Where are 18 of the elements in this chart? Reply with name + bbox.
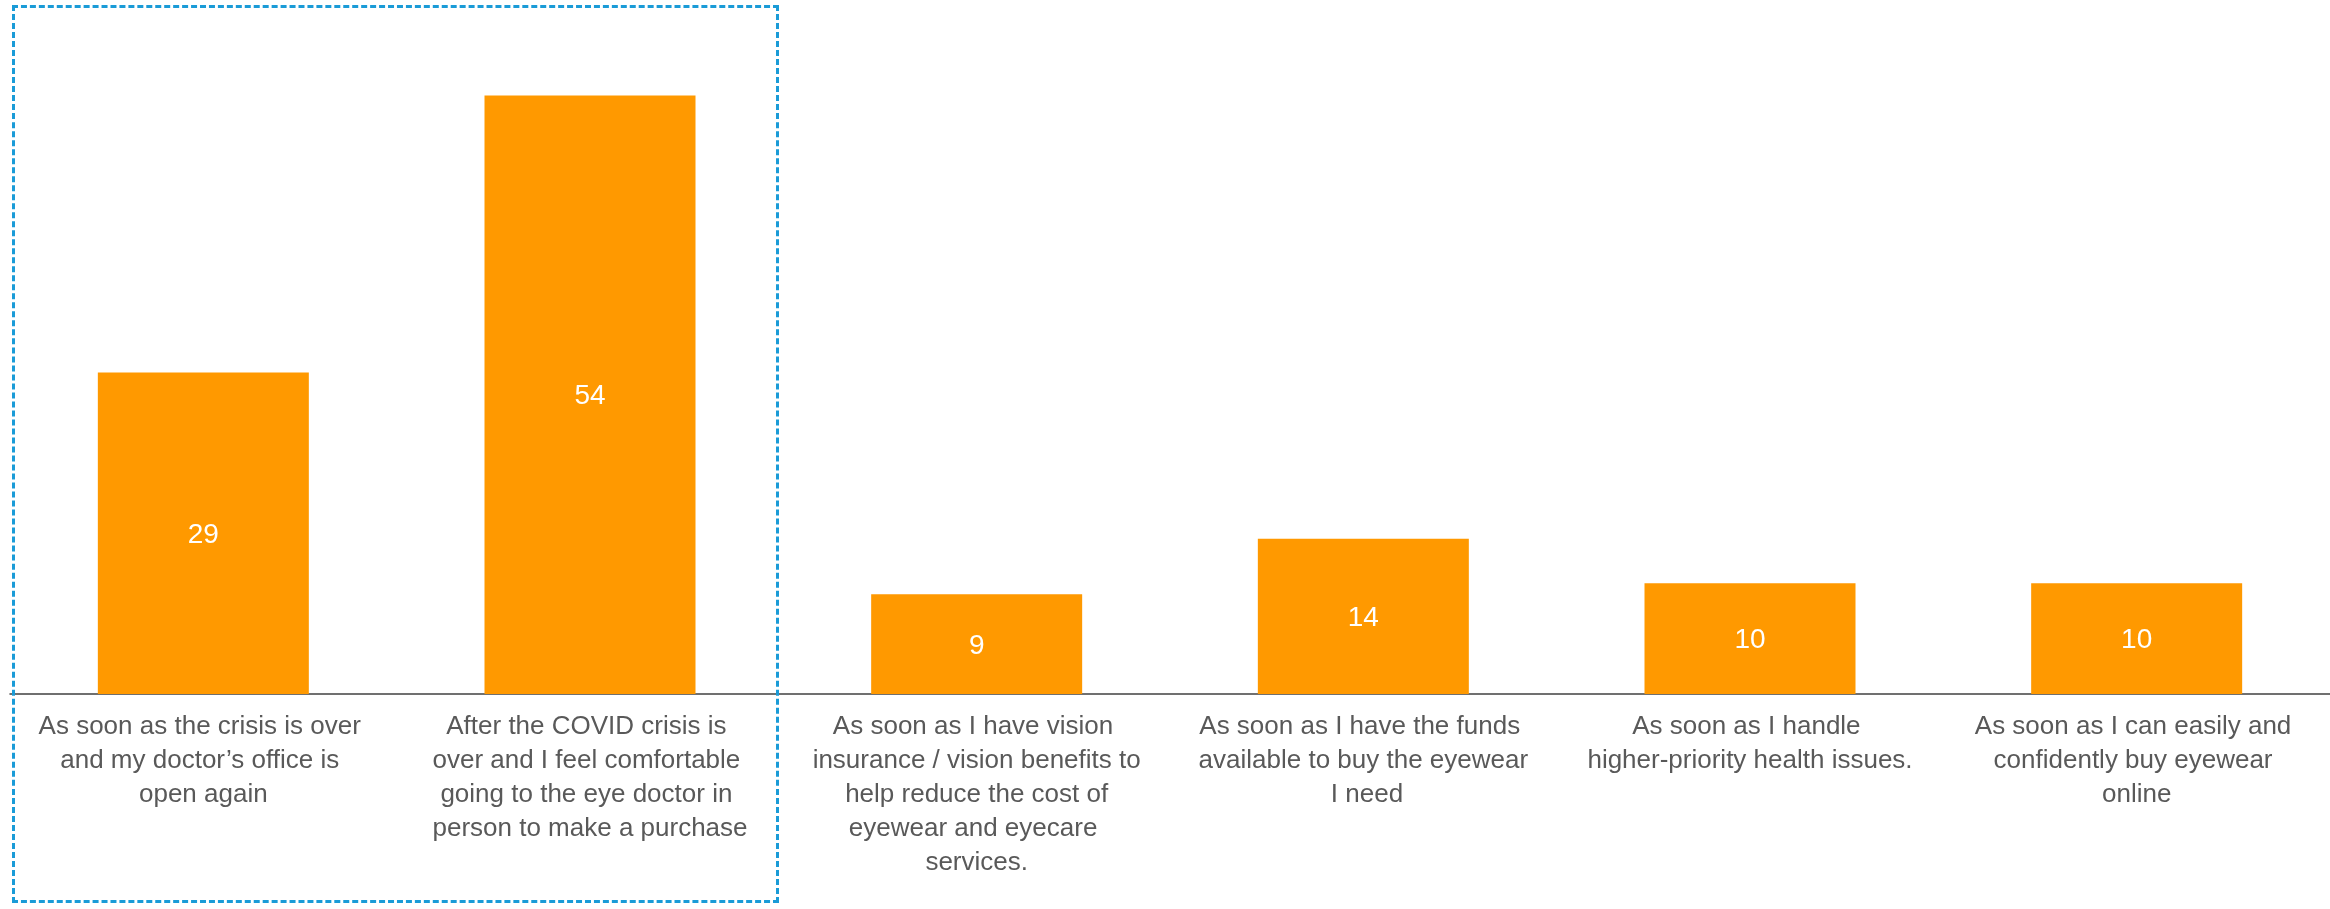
bar (2031, 583, 2243, 694)
data-label: 54 (574, 379, 606, 411)
x-tick-label: After the COVID crisis is over and I feel comfortable going to the eye doctor in person to make a purchase (432, 710, 748, 842)
data-label: 14 (1347, 600, 1379, 632)
data-label: 10 (2121, 623, 2153, 655)
x-tick-label: As soon as I have vision insurance / vision benefits to help reduce the cost of eyewear and eyecare services. (812, 710, 1141, 876)
bar (97, 372, 309, 694)
bar (871, 594, 1083, 694)
x-tick-label: As soon as I can easily and confidently buy eyewear online (1974, 710, 2299, 808)
bar (1257, 538, 1469, 694)
data-label: 9 (968, 628, 985, 660)
data-label: 10 (1734, 623, 1766, 655)
x-tick-label: As soon as I have the funds available to buy the eyewear I need (1198, 710, 1529, 808)
data-label: 29 (187, 517, 219, 549)
x-tick-label: As soon as I handle higher-priority health issues. (1587, 710, 1913, 774)
bar (1644, 583, 1856, 694)
x-tick-label: As soon as the crisis is over and my doctor’s office is open again (38, 710, 369, 808)
bar (484, 95, 696, 694)
